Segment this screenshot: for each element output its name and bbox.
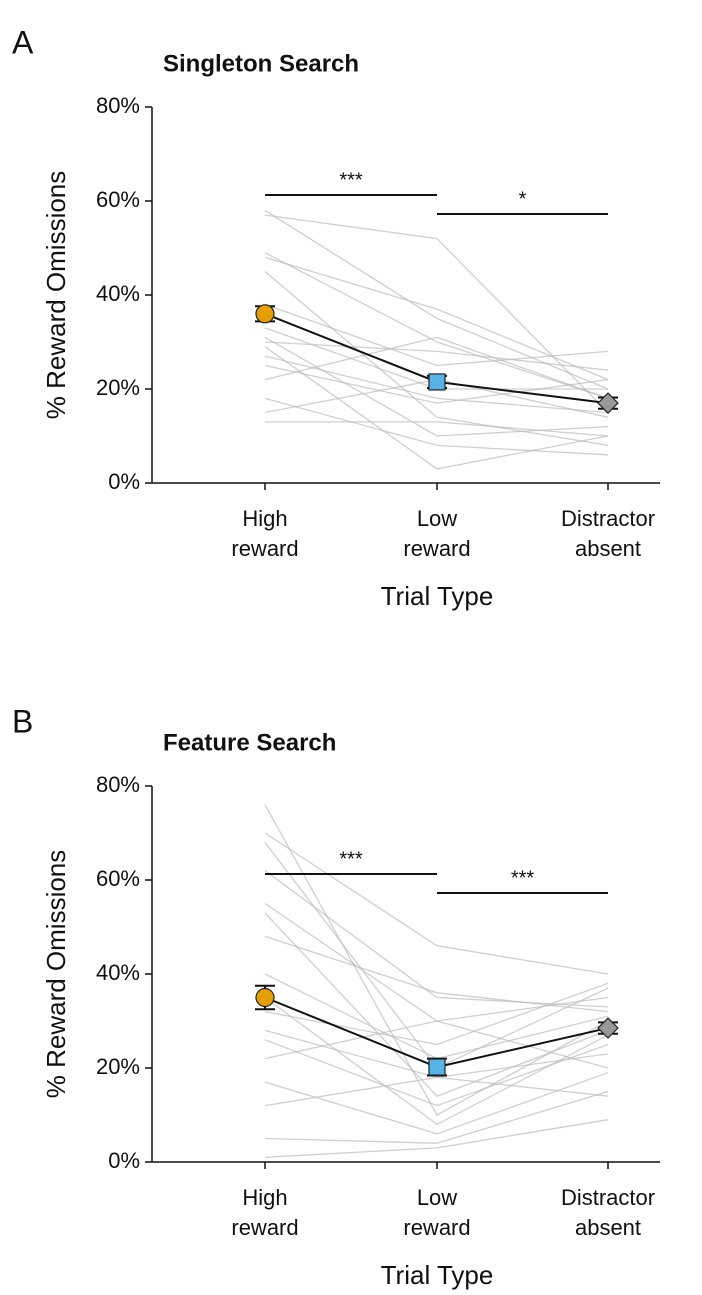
significance-label: *** [511,867,535,889]
mean-marker [597,1017,619,1039]
y-axis-label: % Reward Omissions [41,850,71,1099]
x-tick-label-line: absent [575,536,641,561]
x-tick-label-line: reward [231,536,298,561]
significance-label: *** [339,848,363,870]
x-tick-label: High reward [231,506,298,561]
x-tick-label: Low reward [403,506,470,561]
subject-line [264,346,609,470]
y-tick-label: 40% [96,281,140,306]
subject-line [264,1039,609,1107]
x-tick-label-line: Distractor [561,506,655,531]
x-tick-label-line: High [242,1185,287,1210]
panel-label: B [12,703,33,739]
subject-line [264,1076,609,1107]
subject-line [264,982,609,1046]
y-tick-label: 20% [96,1054,140,1079]
y-tick-label: 0% [108,469,140,494]
subject-line [264,303,609,367]
subject-line [264,842,609,1069]
x-axis-label: Trial Type [381,581,494,611]
mean-marker [428,1058,446,1076]
y-tick-label: 60% [96,866,140,891]
x-tick-label-line: reward [231,1215,298,1240]
subject-line [264,1020,609,1069]
subject-line [264,252,609,400]
subject-line [264,1119,609,1158]
subject-line [264,935,609,1013]
chart-title: Feature Search [163,729,336,756]
y-tick-label: 80% [96,772,140,797]
chart-title: Singleton Search [163,50,359,77]
subject-line [265,421,609,437]
significance-label: *** [339,169,363,191]
significance-label: * [519,188,527,210]
subject-line [264,364,609,404]
x-tick-label-line: reward [403,1215,470,1240]
x-tick-label-line: reward [403,536,470,561]
mean-marker [597,392,619,414]
mean-marker [255,987,275,1008]
subject-line [264,209,609,390]
x-axis-label: Trial Type [381,1260,494,1290]
x-tick-label-line: Low [417,506,457,531]
x-tick-label: Low reward [403,1185,470,1240]
x-tick-label: Distractor absent [561,506,655,561]
x-tick-label-line: absent [575,1215,641,1240]
subject-line [264,973,609,1060]
subject-line [264,341,609,371]
mean-line [264,996,609,1069]
x-tick-label-line: Distractor [561,1185,655,1210]
panel-label: A [12,24,34,60]
subject-line [264,271,609,447]
x-tick-label-line: Low [417,1185,457,1210]
mean-marker [255,304,275,324]
mean-marker [428,373,446,391]
x-tick-label: High reward [231,1185,298,1240]
x-tick-label: Distractor absent [561,1185,655,1240]
subject-line [264,355,609,414]
subject-line [264,902,609,1022]
y-tick-label: 20% [96,375,140,400]
subject-line [264,1090,609,1144]
subject-line [264,336,609,400]
subject-line [264,397,609,456]
y-axis-label: % Reward Omissions [41,171,71,420]
subject-line [264,832,609,975]
subject-line [264,1072,609,1135]
y-tick-label: 60% [96,187,140,212]
x-tick-label-line: High [242,506,287,531]
subject-line [264,214,609,413]
y-tick-label: 0% [108,1148,140,1173]
y-tick-label: 40% [96,960,140,985]
y-tick-label: 80% [96,93,140,118]
